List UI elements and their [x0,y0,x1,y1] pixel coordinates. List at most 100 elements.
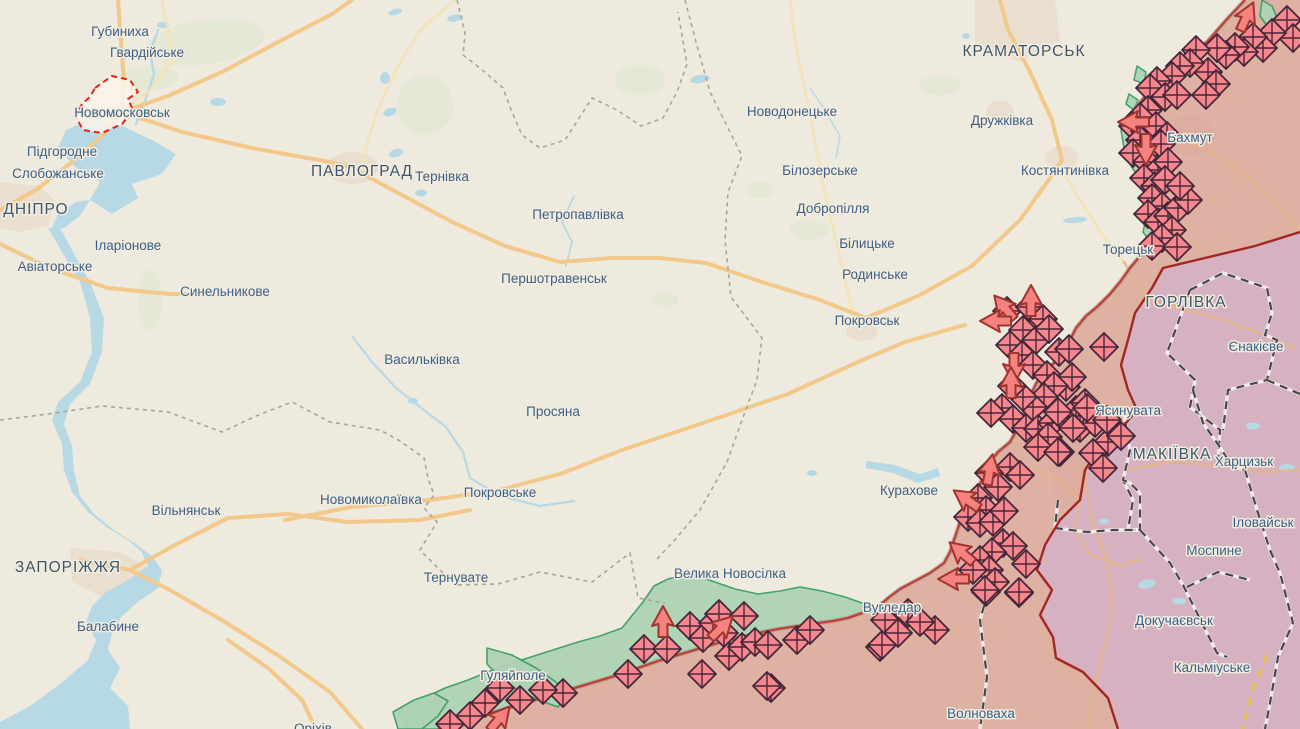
place-label: Єнакієве [1229,339,1284,354]
attack-arrow [979,309,1012,333]
place-label: Ясинувата [1095,403,1162,418]
place-label: Підгородне [27,144,97,159]
place-label: Добропілля [797,201,870,216]
place-label: Авіаторське [18,259,93,274]
occupied-2014-area-fill [1037,232,1300,729]
pond [415,189,427,197]
place-label: Покровське [464,485,537,500]
attack-arrow [1019,284,1043,317]
clash-marker[interactable] [613,659,643,689]
water-body [52,200,90,228]
raion-border [1053,478,1142,534]
clash-marker[interactable] [1088,453,1118,483]
pond [690,74,710,84]
clash-marker[interactable] [1004,577,1034,607]
clash-marker[interactable] [1011,549,1041,579]
place-label: ЗАПОРІЖЖЯ [15,559,121,576]
clash-marker[interactable] [753,630,783,660]
clash-marker[interactable] [1072,393,1102,423]
place-label: Губиниха [91,24,149,39]
terrain-patch [790,220,830,240]
clash-marker[interactable] [976,398,1006,428]
clash-marker[interactable] [1058,413,1088,443]
clash-marker[interactable] [1137,231,1167,261]
place-label: Петропавлівка [532,207,624,222]
place-label: Моспине [1186,543,1241,558]
place-label: Велика Новосілка [674,566,787,581]
road-major [128,508,472,572]
border-yellow-dashed [1241,654,1269,729]
attack-arrow [1134,133,1158,166]
pond [1172,597,1186,605]
clash-marker[interactable] [1054,334,1084,364]
clash-marker[interactable] [1034,314,1064,344]
attack-arrow [952,489,983,513]
place-label: ДНІПРО [3,201,68,218]
pond [807,470,817,476]
clash-marker[interactable] [795,615,825,645]
place-label: Вугледар [863,600,921,615]
urban-area [846,323,878,341]
place-label: Бахмут [1167,130,1212,145]
place-label: Просяна [526,404,580,419]
clash-marker[interactable] [528,675,558,705]
clash-marker[interactable] [1191,80,1221,110]
clash-marker[interactable] [1162,80,1192,110]
road-major [0,242,230,296]
clash-marker[interactable] [505,685,535,715]
urban-area [0,182,54,232]
river [350,334,576,508]
place-label: Торецьк [1103,242,1153,257]
city-highlight-ring[interactable] [75,75,139,134]
clash-marker[interactable] [1202,33,1232,63]
river [809,87,841,159]
clash-marker[interactable] [629,634,659,664]
road-minor [1060,168,1126,264]
attack-arrow [706,615,734,643]
clash-marker[interactable] [905,607,935,637]
attack-arrow [937,567,970,591]
clash-marker[interactable] [1043,437,1073,467]
clash-marker[interactable] [867,630,897,660]
clash-marker[interactable] [687,659,717,689]
pond [388,8,402,16]
clash-marker[interactable] [652,634,682,664]
pond [383,107,397,117]
clash-marker[interactable] [470,688,500,718]
attack-arrow [485,705,511,729]
raion-border [1186,570,1251,588]
attack-arrow [977,453,1001,487]
clash-marker[interactable] [1092,405,1122,435]
place-label: Докучаєвськ [1135,613,1213,628]
urban-area [986,100,1014,124]
place-label: ГОРЛІВКА [1145,294,1226,311]
clash-marker[interactable] [989,496,1019,526]
clash-marker[interactable] [485,673,515,703]
clash-marker[interactable] [970,575,1000,605]
clash-marker[interactable] [1162,232,1192,262]
clash-marker[interactable] [1043,397,1073,427]
place-label: Гвардійське [110,45,184,60]
road-occupied [1122,460,1300,474]
terrain-patch [397,75,453,135]
urban-area [975,0,1060,62]
clash-marker[interactable] [435,709,465,729]
clash-marker[interactable] [729,601,759,631]
water-body [0,228,162,729]
road-major [120,110,868,320]
clash-marker[interactable] [1165,171,1195,201]
pond [962,33,970,39]
attack-arrow [993,294,1019,324]
clash-marker[interactable] [752,671,782,701]
clash-marker[interactable] [1106,421,1136,451]
liberated-zone [392,692,449,729]
place-label: Білицьке [839,236,895,251]
raion-border [1189,271,1279,431]
terrain-patch [615,65,665,95]
road-occupied [1188,140,1300,232]
clash-marker[interactable] [1005,460,1035,490]
clash-marker[interactable] [1089,332,1119,362]
place-label: ПАВЛОГРАД [311,163,413,180]
